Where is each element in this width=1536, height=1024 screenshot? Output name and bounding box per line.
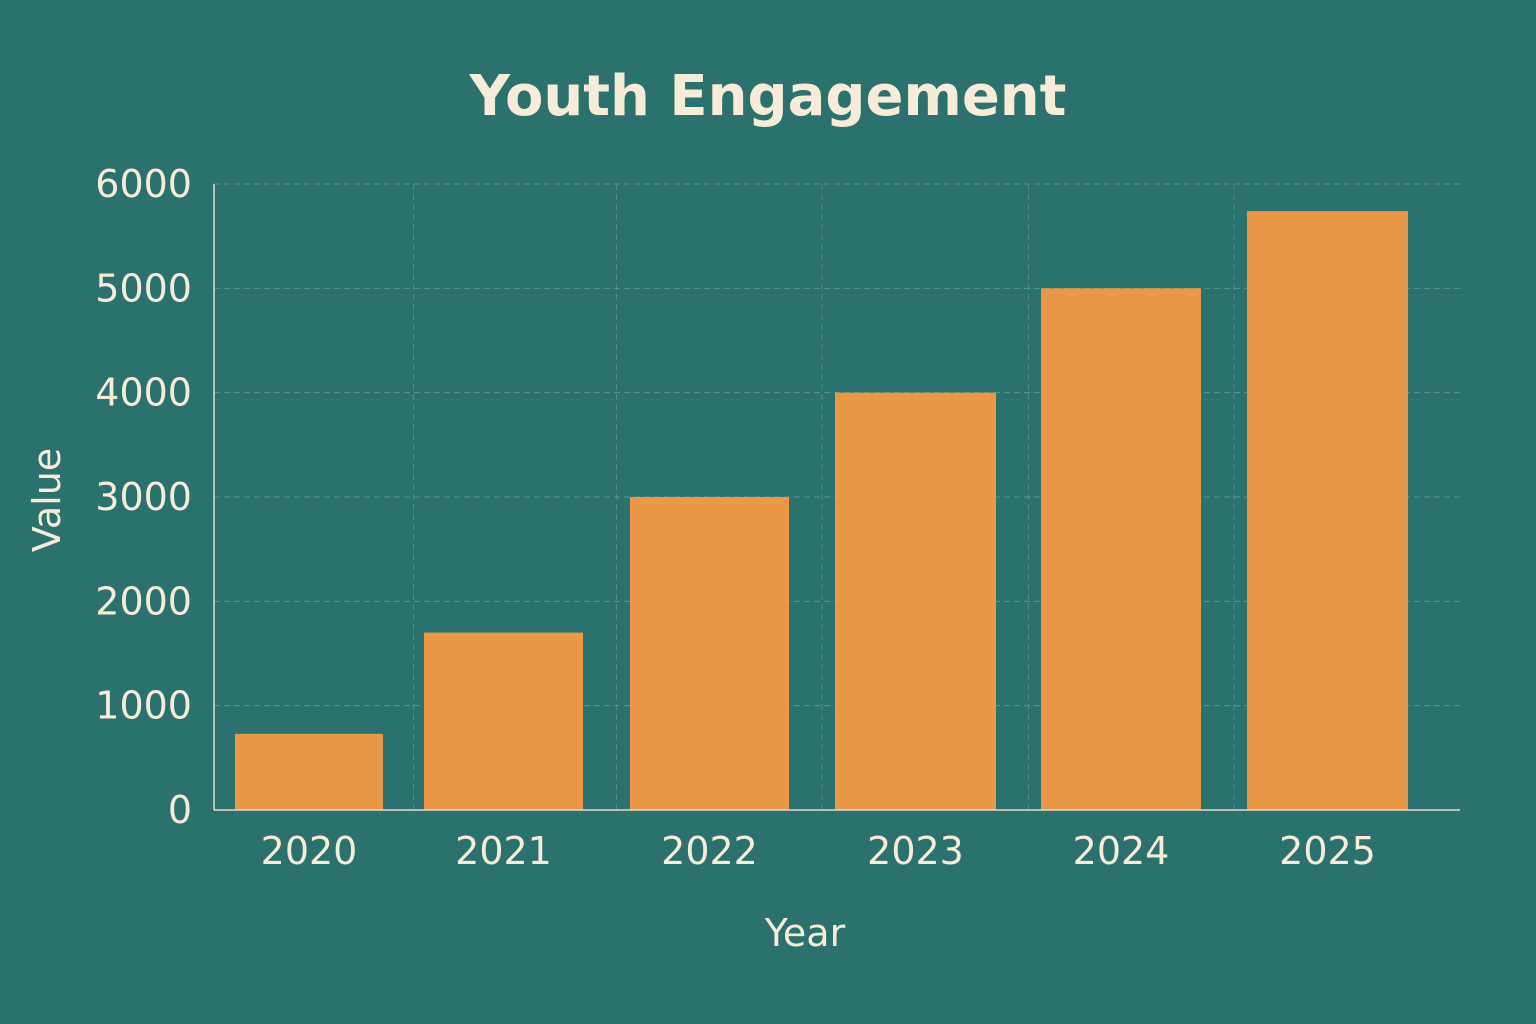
- y-tick-label: 1000: [95, 684, 192, 728]
- bar-2025: [1247, 211, 1408, 811]
- bar-2022: [630, 497, 789, 810]
- bar-2024: [1041, 288, 1201, 810]
- bar-2021: [424, 632, 583, 810]
- y-tick-label: 5000: [95, 266, 192, 310]
- y-tick-label: 4000: [95, 371, 192, 415]
- x-tick-label: 2024: [1073, 829, 1170, 873]
- x-tick-label: 2022: [661, 829, 758, 873]
- chart-title: Youth Engagement: [469, 64, 1067, 129]
- y-tick-label: 6000: [95, 162, 192, 206]
- x-axis-label: Year: [764, 911, 846, 955]
- x-tick-label: 2020: [261, 829, 358, 873]
- x-tick-label: 2021: [455, 829, 552, 873]
- axes: [213, 184, 1460, 811]
- bar-2023: [835, 392, 996, 810]
- bar-2020: [235, 733, 383, 810]
- y-tick-label: 3000: [95, 475, 192, 519]
- x-tick-label: 2025: [1279, 829, 1376, 873]
- bars: [235, 211, 1408, 811]
- y-tick-label: 0: [168, 788, 192, 832]
- x-tick-labels: 2020 2021 2022 2023 2024 2025: [261, 829, 1376, 873]
- y-axis-label: Value: [25, 448, 69, 552]
- y-tick-labels: 0 1000 2000 3000 4000 5000 6000: [95, 162, 192, 832]
- y-tick-label: 2000: [95, 579, 192, 623]
- x-tick-label: 2023: [867, 829, 964, 873]
